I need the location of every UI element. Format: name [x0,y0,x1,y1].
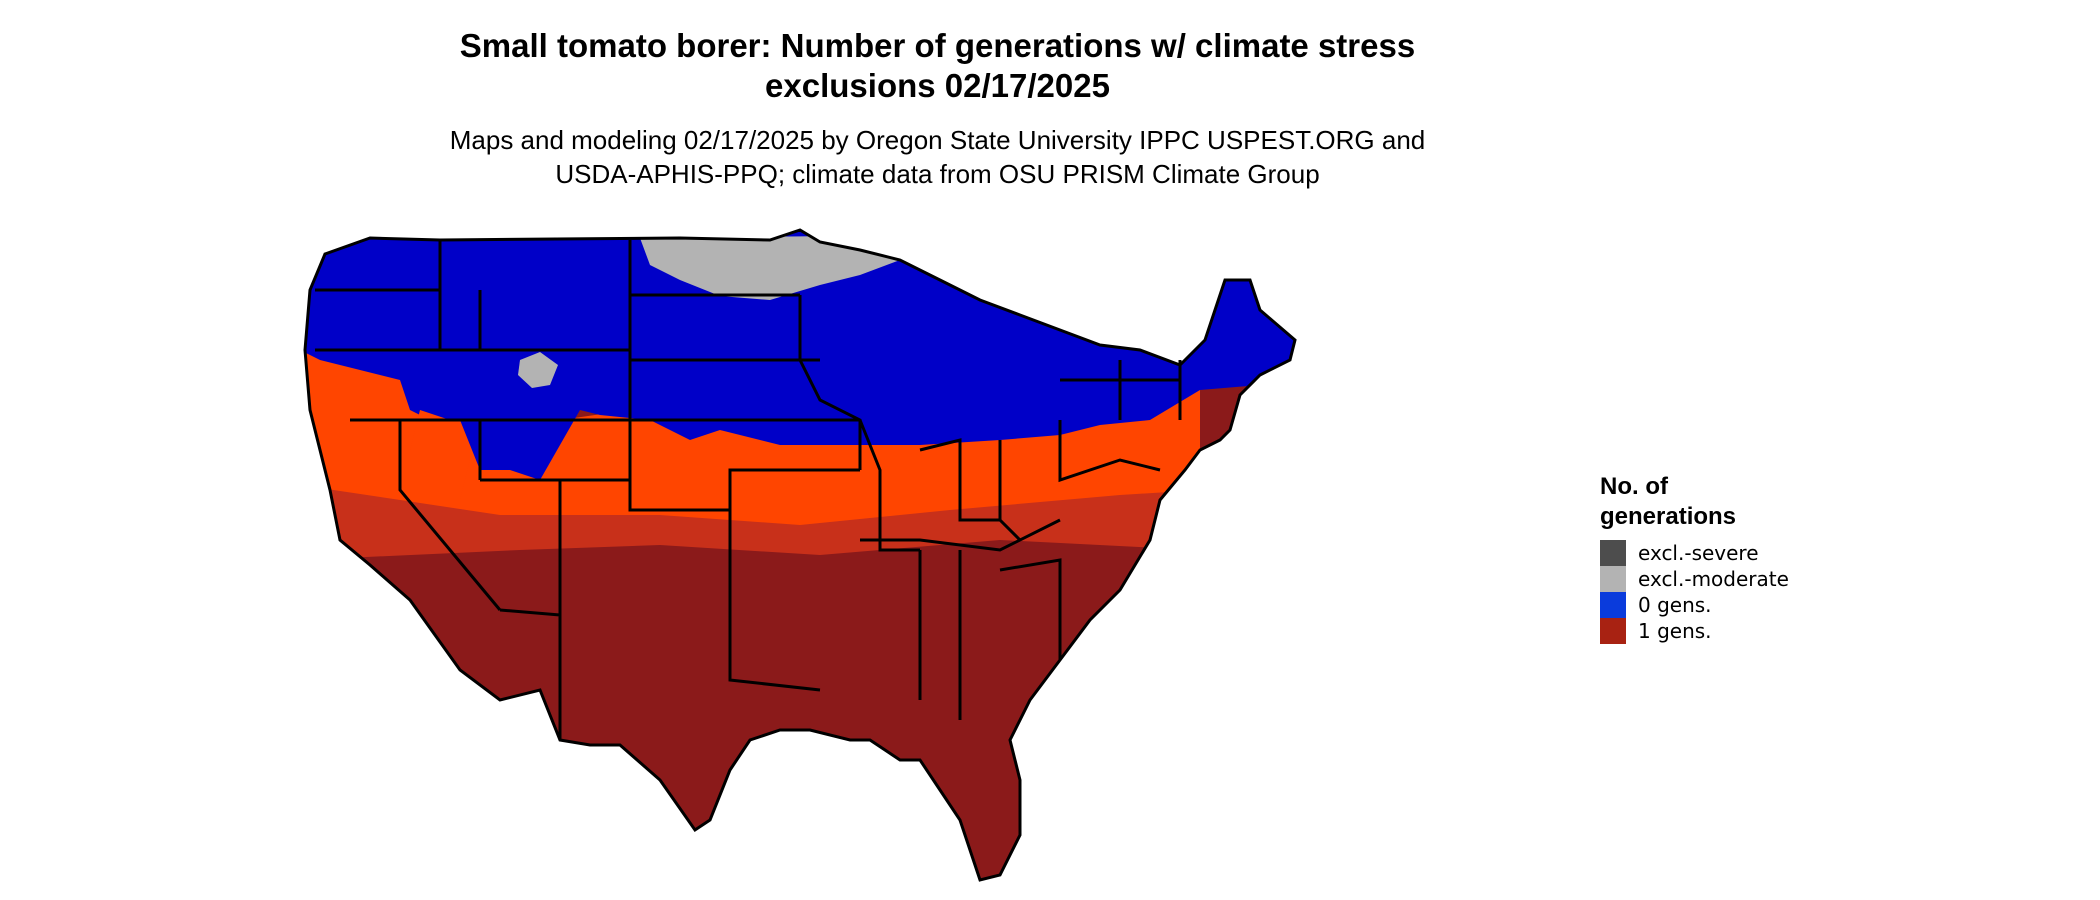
legend-swatch-excl-moderate [1600,566,1626,592]
legend-title-line-2: generations [1600,503,1737,530]
legend-label-1-gens: 1 gens. [1638,619,1712,643]
legend-item-excl-moderate: excl.-moderate [1600,566,1789,592]
legend-label-excl-severe: excl.-severe [1638,541,1759,565]
moderate-exclusion-zone-wyoming [518,352,558,388]
legend-title-line-1: No. of [1600,473,1668,500]
map-title-line-1: Small tomato borer: Number of generation… [459,27,1416,64]
legend-label-0-gens: 0 gens. [1638,593,1712,617]
legend-swatch-0-gens [1600,592,1626,618]
moderate-exclusion-zone-north [640,236,900,300]
legend-item-0-gens: 0 gens. [1600,592,1789,618]
state-borders [303,228,1297,882]
legend-label-excl-moderate: excl.-moderate [1638,567,1789,591]
legend-swatch-1-gens [1600,618,1626,644]
us-generations-map [300,220,1570,900]
map-legend: No. of generations excl.-severe excl.-mo… [1600,472,1789,644]
legend-swatch-excl-severe [1600,540,1626,566]
legend-item-excl-severe: excl.-severe [1600,540,1789,566]
map-title-line-2: exclusions 02/17/2025 [765,67,1110,104]
map-subtitle-line-1: Maps and modeling 02/17/2025 by Oregon S… [449,125,1426,155]
legend-title: No. of generations [1600,472,1789,532]
legend-item-1-gens: 1 gens. [1600,618,1789,644]
warm-highlands [410,410,470,500]
map-subtitle-line-2: USDA-APHIS-PPQ; climate data from OSU PR… [555,159,1320,189]
